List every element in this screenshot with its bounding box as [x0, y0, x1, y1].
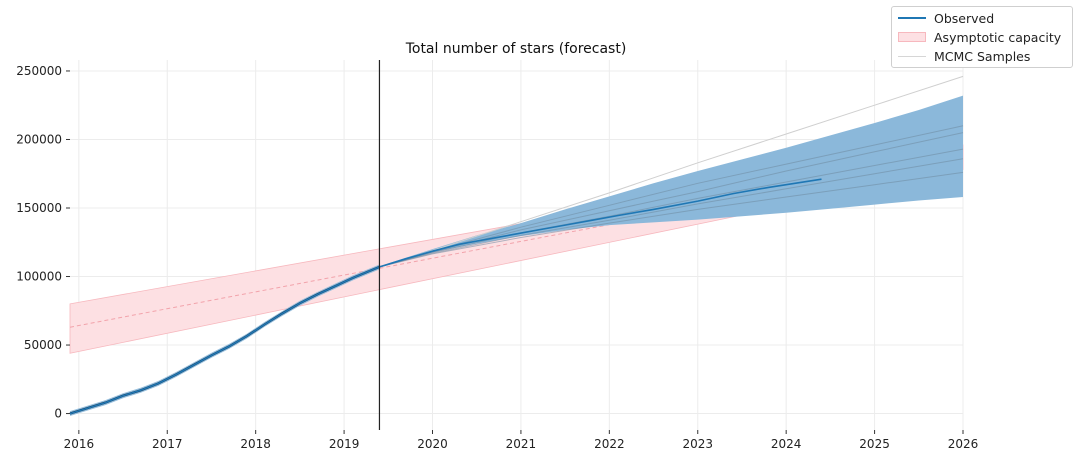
legend-swatch-mcmc [898, 50, 926, 62]
axes: 2016 2017 2018 2019 2020 2021 2022 2023 2024 2025… [16, 64, 978, 451]
observed-series [69, 178, 822, 415]
x-tick-label: 2026 [948, 437, 979, 451]
forecast-band-area [379, 95, 963, 268]
chart-title: Total number of stars (forecast) [405, 41, 627, 57]
observed-line [69, 178, 822, 415]
legend-label-mcmc: MCMC Samples [934, 48, 1031, 64]
mcmc-sample-line [379, 158, 964, 268]
y-tick-label: 250000 [16, 64, 62, 78]
y-tick-label: 0 [54, 407, 62, 421]
x-tick-label: 2023 [682, 437, 713, 451]
x-tick-label: 2021 [506, 437, 537, 451]
x-tick-label: 2020 [417, 437, 448, 451]
legend-item-mcmc: MCMC Samples [898, 47, 1030, 65]
y-tick-label: 100000 [16, 270, 62, 284]
x-tick-label: 2022 [594, 437, 625, 451]
x-tick-label: 2017 [152, 437, 183, 451]
legend-label-observed: Observed [934, 10, 995, 26]
mcmc-sample-line [379, 132, 964, 268]
mcmc-sample-line [379, 75, 964, 268]
legend: Observed Asymptotic capacity MCMC Sample… [891, 6, 1073, 68]
legend-item-capacity: Asymptotic capacity [898, 28, 1061, 46]
mcmc-sample-line [379, 171, 964, 268]
mcmc-sample-line [379, 148, 964, 268]
y-tick-label: 150000 [16, 201, 62, 215]
x-tick-label: 2016 [64, 437, 95, 451]
y-tick-label: 50000 [24, 338, 62, 352]
x-tick-label: 2025 [859, 437, 890, 451]
x-tick-label: 2018 [240, 437, 271, 451]
legend-swatch-observed [898, 12, 926, 24]
y-tick-label: 200000 [16, 132, 62, 146]
legend-swatch-capacity [898, 31, 926, 43]
legend-label-capacity: Asymptotic capacity [934, 29, 1062, 45]
x-tick-label: 2019 [329, 437, 360, 451]
x-tick-label: 2024 [771, 437, 802, 451]
legend-item-observed: Observed [898, 9, 994, 27]
